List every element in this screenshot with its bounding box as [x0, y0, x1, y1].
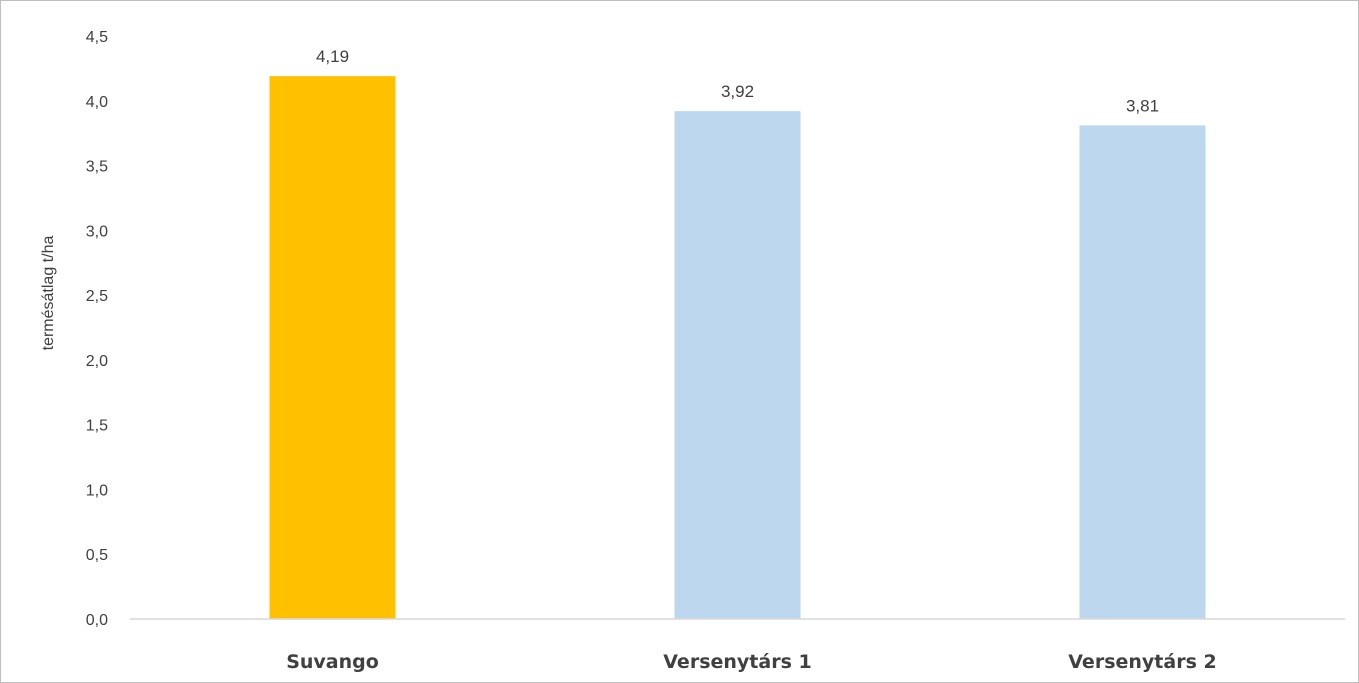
y-tick-label: 1,5: [86, 418, 108, 435]
y-axis-label: termésátlag t/ha: [40, 236, 57, 351]
y-tick-label: 3,5: [86, 159, 108, 176]
data-label: 3,81: [1126, 96, 1159, 115]
y-tick-label: 2,5: [86, 288, 108, 305]
data-label: 3,92: [721, 82, 754, 101]
category-label: Versenytárs 1: [663, 651, 811, 673]
y-tick-label: 3,0: [86, 223, 108, 240]
bar: [269, 76, 396, 619]
data-label: 4,19: [316, 47, 349, 66]
y-tick-label: 0,0: [86, 612, 108, 629]
y-tick-label: 2,0: [86, 353, 108, 370]
category-label: Suvango: [286, 651, 379, 673]
bar: [674, 111, 801, 620]
y-tick-label: 4,5: [86, 29, 108, 46]
y-tick-label: 4,0: [86, 94, 108, 111]
category-label: Versenytárs 2: [1068, 651, 1216, 673]
bar: [1079, 125, 1206, 619]
y-tick-label: 0,5: [86, 547, 108, 564]
y-tick-label: 1,0: [86, 482, 108, 499]
